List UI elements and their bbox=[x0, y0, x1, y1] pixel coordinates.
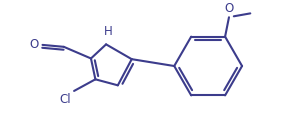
Text: O: O bbox=[29, 38, 39, 51]
Text: H: H bbox=[103, 25, 112, 38]
Text: Cl: Cl bbox=[59, 93, 71, 106]
Text: O: O bbox=[224, 2, 234, 15]
